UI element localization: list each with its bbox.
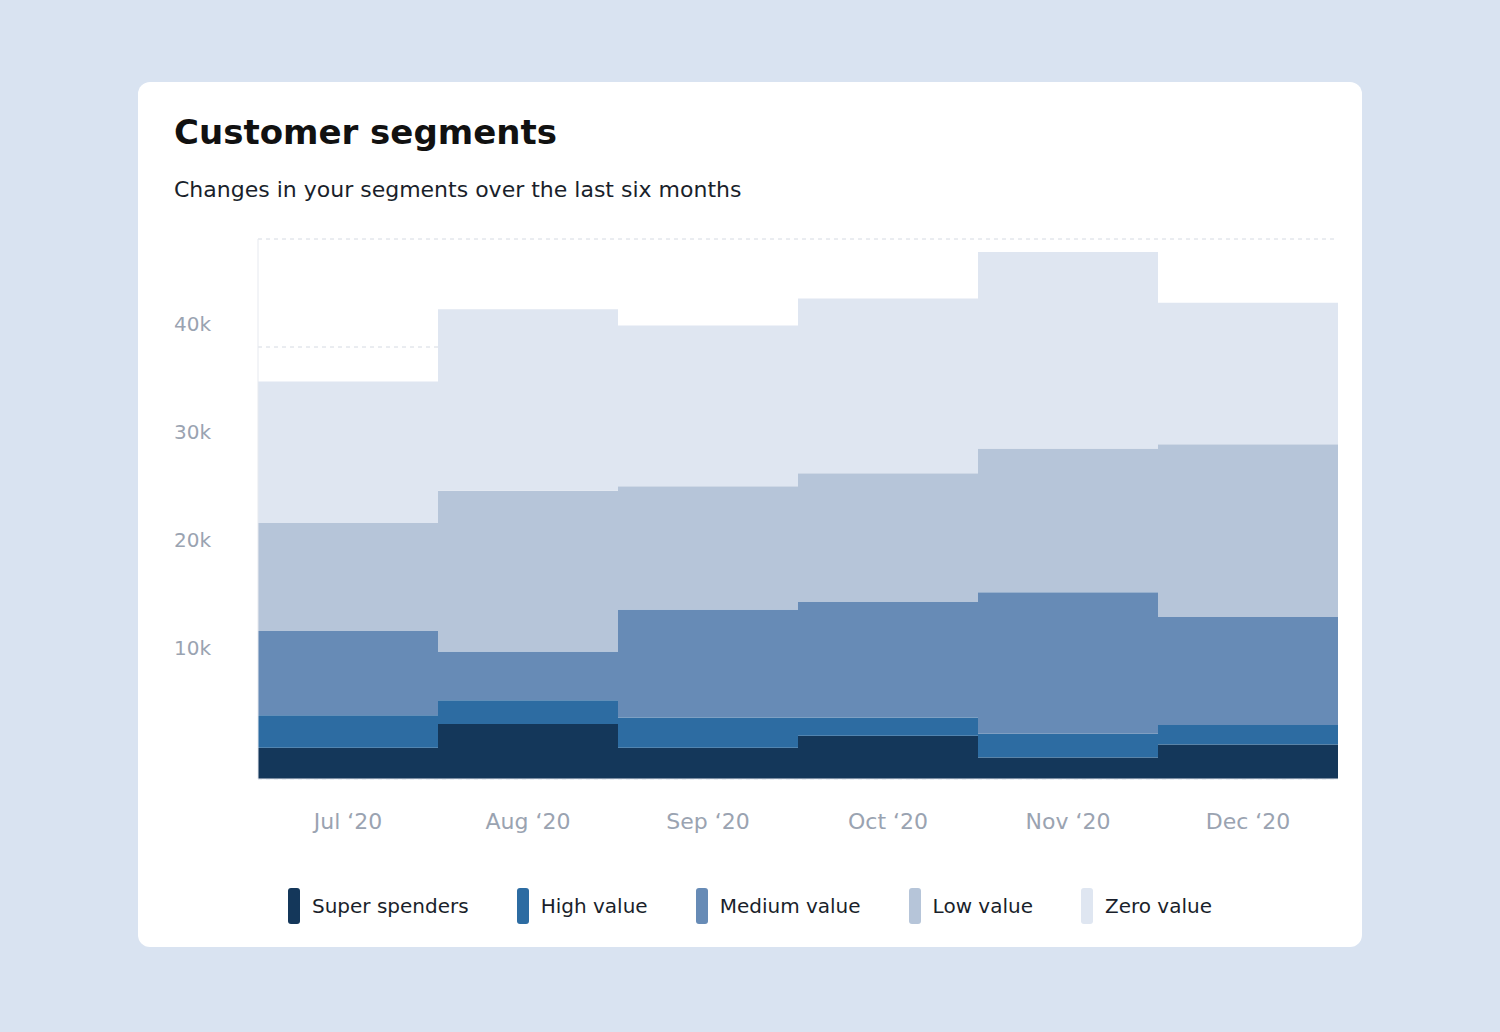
svg-text:Sep ‘20: Sep ‘20 bbox=[666, 809, 749, 834]
svg-text:Aug ‘20: Aug ‘20 bbox=[486, 809, 571, 834]
html-text:Zero value: Zero value bbox=[1105, 894, 1212, 918]
html-text:Changes in your segments over: Changes in your segments over the last s… bbox=[174, 177, 742, 202]
html-text:Customer segments: Customer segments bbox=[174, 112, 557, 152]
svg-text:20k: 20k bbox=[174, 528, 211, 552]
svg-text:40k: 40k bbox=[174, 312, 211, 336]
html-text:Medium value: Medium value bbox=[719, 894, 861, 918]
html-text:High value: High value bbox=[540, 894, 648, 918]
html-text:Super spenders: Super spenders bbox=[312, 894, 469, 918]
svg-text:Jul ‘20: Jul ‘20 bbox=[312, 809, 383, 834]
svg-text:10k: 10k bbox=[174, 636, 211, 660]
svg-text:Nov ‘20: Nov ‘20 bbox=[1026, 809, 1111, 834]
html-text:Low value: Low value bbox=[932, 894, 1033, 918]
svg-text:Oct ‘20: Oct ‘20 bbox=[848, 809, 928, 834]
svg-text:30k: 30k bbox=[174, 420, 211, 444]
svg-text:Dec ‘20: Dec ‘20 bbox=[1206, 809, 1291, 834]
